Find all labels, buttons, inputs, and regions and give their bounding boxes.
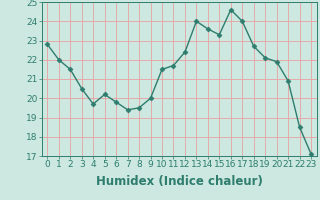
X-axis label: Humidex (Indice chaleur): Humidex (Indice chaleur) [96,175,263,188]
